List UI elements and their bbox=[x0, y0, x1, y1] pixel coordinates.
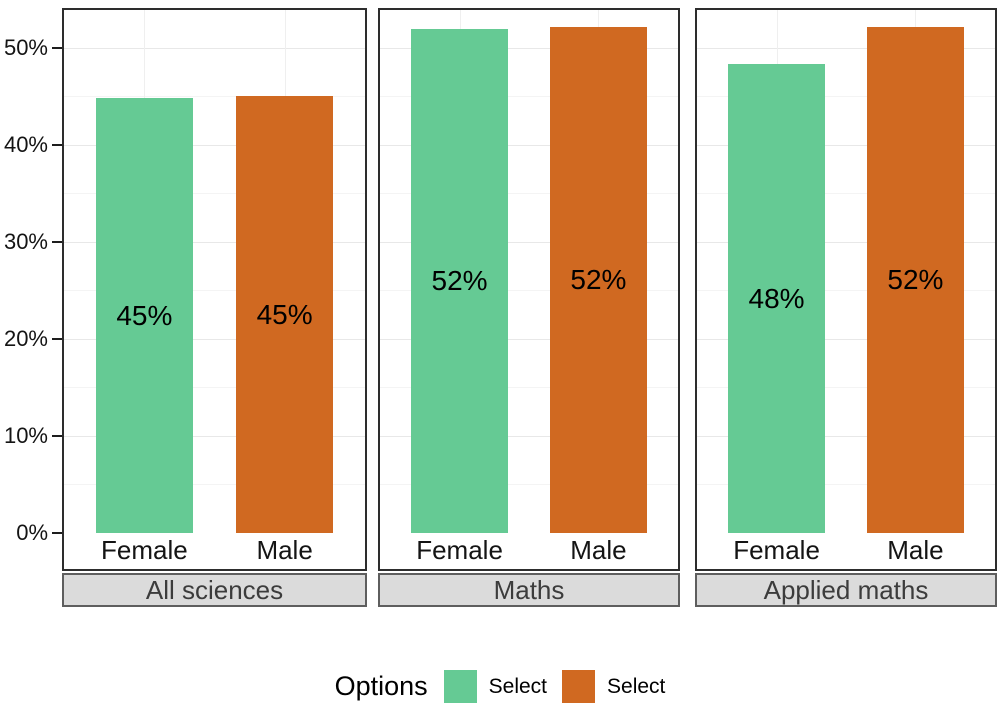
legend-title: Options bbox=[334, 671, 428, 701]
gridline-major bbox=[380, 144, 678, 146]
gridline-minor bbox=[64, 387, 365, 389]
gridline-minor bbox=[64, 193, 365, 195]
facet-panel-all-sciences: 45% Female 45% Male bbox=[62, 8, 367, 571]
gridline-major bbox=[64, 47, 365, 49]
y-tick-mark bbox=[52, 143, 62, 146]
gridline-minor bbox=[380, 484, 678, 486]
legend-entry-label: Select bbox=[607, 674, 666, 698]
gridline-major bbox=[64, 241, 365, 243]
gridline-major bbox=[380, 241, 678, 243]
gridline-minor bbox=[64, 290, 365, 292]
bar-female-maths: 52% bbox=[411, 29, 508, 533]
facet-strip-label: All sciences bbox=[145, 574, 284, 605]
gridline-minor bbox=[697, 193, 995, 195]
x-category-label-female: Female bbox=[101, 535, 188, 565]
x-category-label-male: Male bbox=[256, 535, 313, 565]
gridline-major bbox=[380, 435, 678, 437]
bar-female-all-sciences: 45% bbox=[95, 98, 193, 533]
legend: Options Select Select bbox=[0, 666, 1000, 707]
legend-entry-label: Select bbox=[488, 674, 548, 698]
facet-strip-all-sciences: All sciences bbox=[62, 573, 367, 607]
x-category-label-female: Female bbox=[733, 535, 820, 565]
legend-swatch-icon bbox=[562, 670, 596, 703]
bar-male-all-sciences: 45% bbox=[236, 96, 334, 533]
bar-value-label: 52% bbox=[887, 264, 944, 296]
gridline-minor bbox=[64, 96, 365, 98]
y-tick-mark bbox=[52, 46, 62, 49]
gridline-major bbox=[380, 338, 678, 340]
legend-entry-1: Select bbox=[443, 670, 548, 703]
y-tick-mark bbox=[52, 532, 62, 534]
gridline-minor bbox=[697, 387, 995, 389]
gridline-major bbox=[697, 144, 995, 146]
gridline-major bbox=[64, 435, 365, 437]
gridline-minor bbox=[697, 96, 995, 98]
facet-strip-applied-maths: Applied maths bbox=[695, 573, 997, 607]
gridline-major bbox=[64, 144, 365, 146]
bar-male-maths: 52% bbox=[550, 27, 647, 533]
bar-value-label: 45% bbox=[116, 299, 173, 331]
bar-value-label: 48% bbox=[748, 282, 805, 314]
facet-panel-applied-maths: 48% Female 52% Male bbox=[695, 8, 997, 571]
legend-entries: Select Select bbox=[443, 670, 665, 703]
x-category-label-male: Male bbox=[887, 535, 944, 565]
facet-strip-label: Maths bbox=[493, 574, 565, 605]
y-tick-mark bbox=[52, 240, 62, 243]
gridline-major bbox=[697, 47, 995, 49]
bar-male-applied-maths: 52% bbox=[867, 27, 964, 533]
y-tick-mark bbox=[52, 434, 62, 437]
y-tick-label: 10% bbox=[3, 422, 48, 448]
gridline-minor bbox=[380, 96, 678, 98]
y-tick-label: 0% bbox=[16, 520, 48, 545]
legend-swatch-icon bbox=[443, 670, 477, 703]
y-tick-label: 30% bbox=[3, 228, 48, 254]
gridline-minor bbox=[380, 387, 678, 389]
gridline-minor bbox=[380, 290, 678, 292]
y-tick-label: 40% bbox=[3, 131, 48, 157]
bar-female-applied-maths: 48% bbox=[728, 64, 825, 533]
facet-strip-maths: Maths bbox=[378, 573, 680, 607]
gridline-minor bbox=[64, 484, 365, 486]
y-tick-label: 20% bbox=[3, 325, 48, 351]
gridline-minor bbox=[380, 193, 678, 195]
legend-entry-2: Select bbox=[562, 670, 665, 703]
gridline-major bbox=[380, 47, 678, 49]
y-tick-mark bbox=[52, 337, 62, 340]
bar-value-label: 52% bbox=[431, 265, 488, 297]
gridline-major bbox=[697, 241, 995, 243]
y-tick-label: 50% bbox=[3, 34, 48, 60]
x-category-label-male: Male bbox=[570, 535, 627, 565]
gridline-minor bbox=[697, 290, 995, 292]
gridline-major bbox=[697, 338, 995, 340]
bar-value-label: 45% bbox=[256, 298, 313, 330]
facet-panel-maths: 52% Female 52% Male bbox=[378, 8, 680, 571]
x-category-label-female: Female bbox=[416, 535, 503, 565]
gridline-major bbox=[697, 435, 995, 437]
gridline-major bbox=[64, 338, 365, 340]
bar-value-label: 52% bbox=[570, 264, 627, 296]
gridline-minor bbox=[697, 484, 995, 486]
facet-strip-label: Applied maths bbox=[763, 574, 929, 605]
